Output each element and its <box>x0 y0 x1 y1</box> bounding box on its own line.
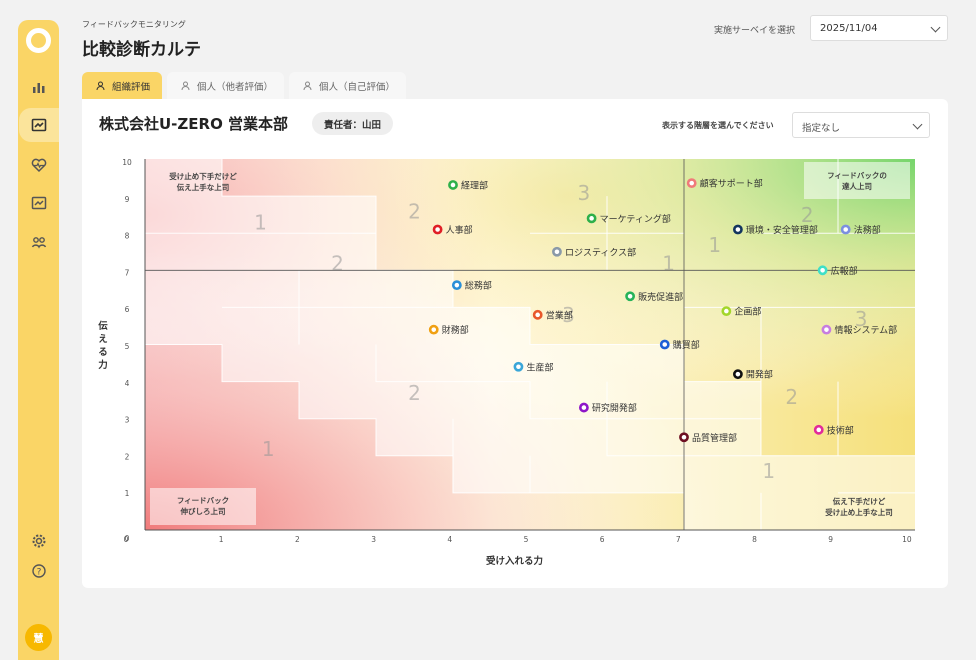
tab-label: 組織評価 <box>112 82 151 93</box>
tab-label: 個人（他者評価） <box>197 82 274 93</box>
help-icon[interactable]: ? <box>18 554 59 588</box>
manager-badge: 責任者：山田 <box>312 112 394 135</box>
tab-individual-self[interactable]: 個人（自己評価） <box>289 72 406 100</box>
heart-pulse-icon[interactable] <box>18 148 59 182</box>
chevron-down-icon <box>930 22 941 33</box>
feedback-card-icon[interactable] <box>19 108 59 142</box>
survey-select[interactable]: 2025/11/04 <box>810 15 948 41</box>
logo-icon[interactable] <box>26 28 51 53</box>
page-subtitle: フィードバックモニタリング <box>82 20 186 29</box>
report-card <box>82 99 948 588</box>
page-title: 比較診断カルテ <box>82 40 201 60</box>
avatar[interactable]: 慧 <box>25 624 52 651</box>
tab-individual-others[interactable]: 個人（他者評価） <box>167 72 284 100</box>
layer-select-label: 表示する階層を選んでください <box>662 121 774 130</box>
bar-chart-icon[interactable] <box>18 70 59 104</box>
survey-select-label: 実施サーベイを選択 <box>714 26 796 36</box>
survey-select-value: 2025/11/04 <box>820 23 878 34</box>
chevron-down-icon <box>912 119 923 130</box>
layer-select[interactable]: 指定なし <box>792 112 930 138</box>
people-group-icon[interactable] <box>18 225 59 259</box>
tab-organization[interactable]: 組織評価 <box>82 72 162 100</box>
person-icon <box>181 81 190 91</box>
gear-icon[interactable] <box>18 524 59 558</box>
person-icon <box>303 81 312 91</box>
feedback-card-icon[interactable] <box>18 186 59 220</box>
layer-select-value: 指定なし <box>802 123 841 134</box>
person-icon <box>96 81 105 91</box>
sidebar: ? 慧 <box>18 20 59 660</box>
organization-name: 株式会社U-ZERO 営業本部 <box>99 115 289 133</box>
svg-text:?: ? <box>36 568 41 578</box>
tab-label: 個人（自己評価） <box>319 82 396 93</box>
